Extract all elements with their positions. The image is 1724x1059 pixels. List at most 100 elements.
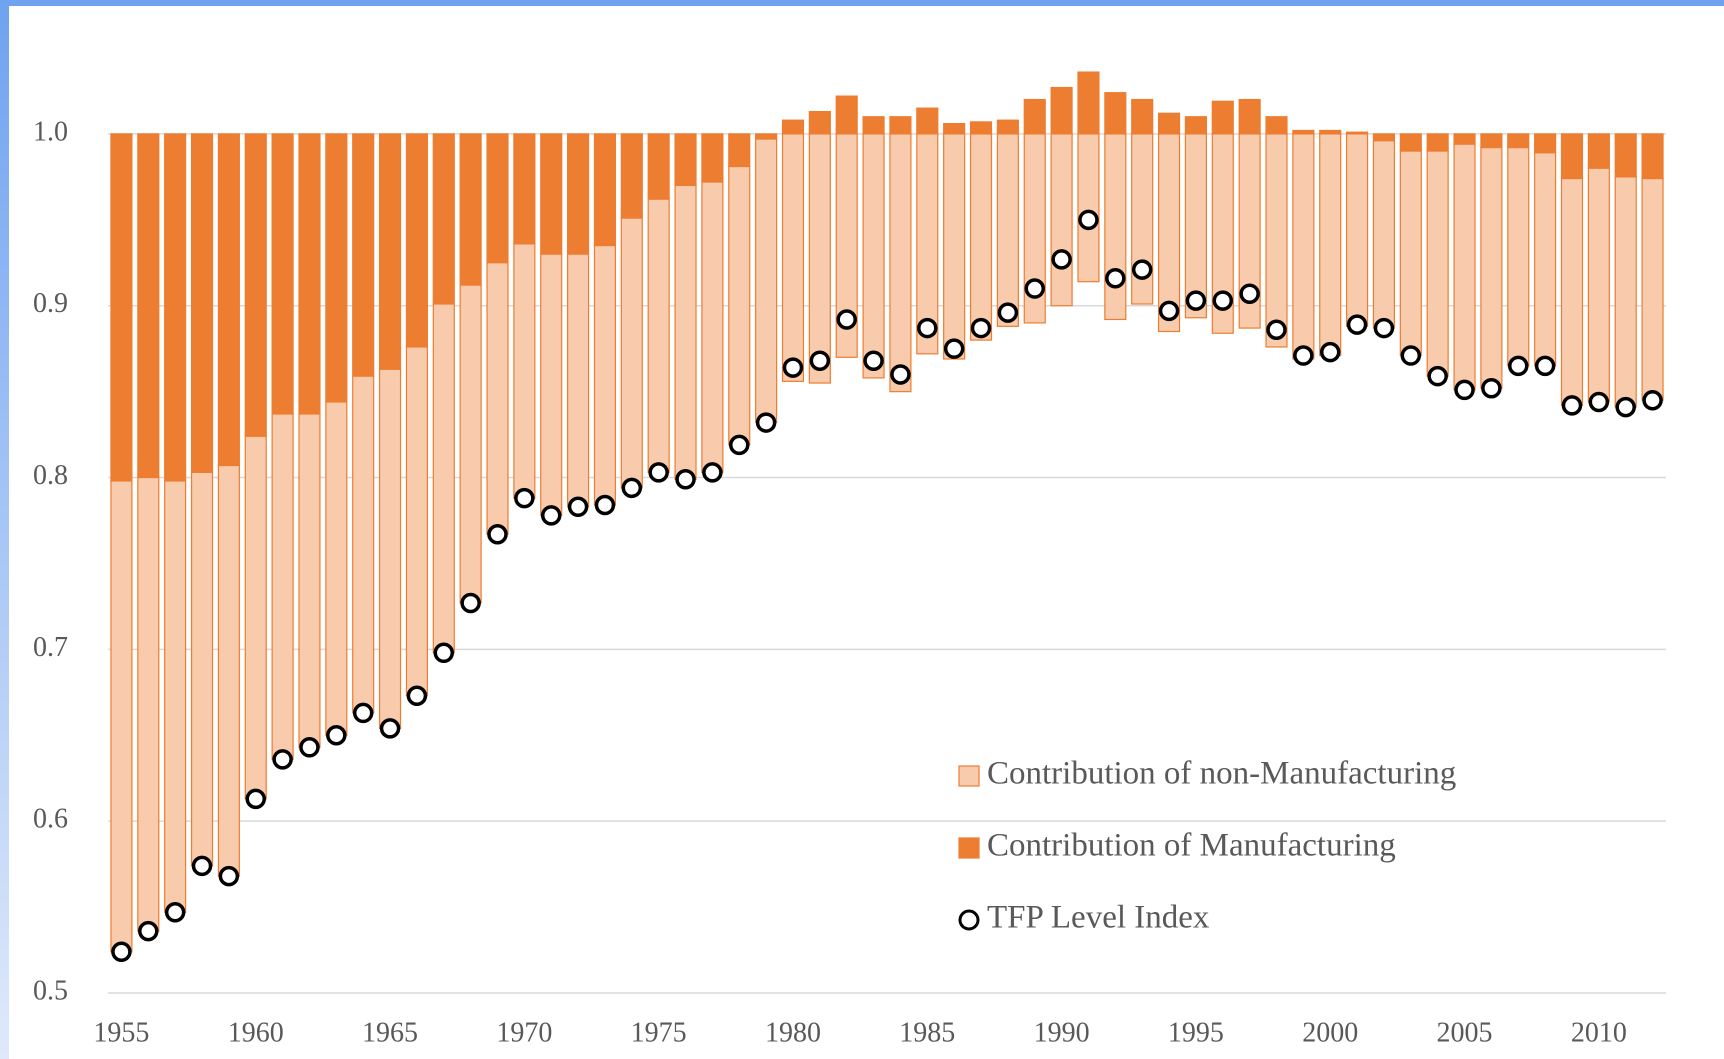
legend-swatch bbox=[958, 765, 980, 787]
bar-segment bbox=[808, 110, 831, 135]
tfp-marker bbox=[191, 855, 213, 877]
bar-segment bbox=[1560, 133, 1584, 180]
tfp-marker bbox=[890, 364, 911, 385]
bar-segment bbox=[1399, 150, 1422, 357]
tfp-marker bbox=[487, 523, 508, 545]
bar-segment bbox=[190, 471, 214, 867]
bar-segment bbox=[808, 133, 831, 384]
x-tick-label: 2000 bbox=[1302, 1017, 1358, 1048]
tfp-marker bbox=[299, 737, 320, 758]
y-tick-label: 1.0 bbox=[33, 116, 68, 147]
tfp-marker bbox=[1131, 259, 1153, 280]
bar-segment bbox=[1104, 92, 1127, 135]
bar-segment bbox=[1614, 176, 1637, 408]
bar-segment bbox=[1372, 140, 1396, 329]
bar-segment bbox=[325, 133, 348, 403]
tfp-marker bbox=[1319, 341, 1341, 363]
legend-swatch bbox=[958, 837, 980, 859]
tfp-marker bbox=[1185, 290, 1207, 311]
tfp-marker bbox=[621, 477, 643, 499]
bar-segment bbox=[781, 119, 805, 135]
bar-segment bbox=[540, 253, 563, 516]
bar-segment bbox=[1157, 112, 1181, 135]
frame-left bbox=[0, 0, 9, 1059]
bar-segment bbox=[352, 375, 375, 714]
bar-segment bbox=[405, 133, 428, 348]
bar-segment bbox=[1426, 150, 1449, 377]
bar-segment bbox=[996, 133, 1019, 327]
bar-segment bbox=[862, 116, 885, 135]
bar-segment bbox=[378, 368, 402, 729]
bar-segment bbox=[567, 253, 590, 508]
bar-segment bbox=[969, 121, 993, 135]
x-tick-label: 1995 bbox=[1168, 1017, 1224, 1048]
bar-segment bbox=[835, 95, 858, 135]
bar-segment bbox=[1292, 133, 1315, 360]
legend-label: Contribution of Manufacturing bbox=[987, 828, 1396, 864]
bar-segment bbox=[1238, 133, 1261, 329]
bar-segment bbox=[755, 133, 778, 140]
bar-segment bbox=[1534, 152, 1557, 367]
bar-segment bbox=[1023, 98, 1046, 135]
bar-segment bbox=[1614, 133, 1637, 178]
frame-top bbox=[0, 0, 1724, 6]
bar-segment bbox=[352, 133, 375, 377]
x-tick-label: 1985 bbox=[899, 1017, 955, 1048]
bar-segment bbox=[1346, 133, 1369, 327]
bar-segment bbox=[835, 133, 858, 358]
tfp-marker bbox=[379, 718, 401, 739]
tfp-marker bbox=[1293, 345, 1314, 366]
bar-segment bbox=[862, 133, 885, 379]
bar-segment bbox=[110, 133, 133, 482]
bar-segment bbox=[1641, 133, 1664, 180]
tfp-marker bbox=[1078, 209, 1099, 231]
tfp-marker bbox=[755, 412, 777, 433]
tfp-marker bbox=[1400, 345, 1422, 366]
bar-segment bbox=[781, 133, 805, 382]
bar-segment bbox=[1211, 133, 1234, 334]
bar-segment bbox=[271, 133, 294, 415]
tfp-marker bbox=[164, 901, 186, 923]
legend-label: Contribution of non-Manufacturing bbox=[987, 756, 1456, 792]
legend-label: TFP Level Index bbox=[987, 900, 1210, 936]
bar-segment bbox=[271, 413, 294, 760]
bar-segment bbox=[1184, 116, 1207, 135]
bar-segment bbox=[620, 217, 643, 489]
bar-segment bbox=[1372, 133, 1396, 142]
tfp-marker bbox=[836, 309, 857, 330]
bar-segment bbox=[1319, 133, 1342, 357]
y-tick-label: 0.9 bbox=[33, 288, 68, 319]
bar-segment bbox=[889, 133, 912, 393]
tfp-marker bbox=[1508, 355, 1529, 377]
bar-segment bbox=[1641, 177, 1664, 401]
tfp-marker bbox=[218, 865, 240, 887]
tfp-marker bbox=[1427, 365, 1448, 387]
bar-segment bbox=[1534, 133, 1557, 154]
bar-segment bbox=[1050, 133, 1073, 307]
bar-segment bbox=[244, 435, 267, 800]
tfp-marker bbox=[567, 496, 589, 518]
tfp-marker bbox=[406, 685, 428, 707]
tfp-marker bbox=[514, 487, 535, 509]
bar-segment bbox=[325, 401, 348, 736]
bar-segment bbox=[298, 133, 321, 415]
tfp-marker bbox=[326, 725, 347, 746]
bar-segment bbox=[593, 133, 617, 247]
bar-segment bbox=[701, 181, 724, 473]
bar-segment bbox=[1265, 116, 1288, 135]
bar-segment bbox=[943, 133, 966, 360]
bar-segment bbox=[567, 133, 590, 255]
tfp-marker bbox=[648, 462, 669, 483]
bar-segment bbox=[1426, 133, 1449, 152]
bar-segment bbox=[1238, 98, 1261, 135]
y-tick-label: 0.8 bbox=[33, 460, 68, 491]
bar-segment bbox=[1399, 133, 1422, 152]
bar-segment bbox=[298, 413, 321, 748]
tfp-marker bbox=[1642, 389, 1663, 411]
bar-segment bbox=[1050, 86, 1073, 135]
bar-segment bbox=[1453, 133, 1476, 145]
bar-segment bbox=[1265, 133, 1288, 348]
tfp-marker bbox=[1561, 395, 1583, 416]
x-tick-label: 1965 bbox=[362, 1017, 418, 1048]
